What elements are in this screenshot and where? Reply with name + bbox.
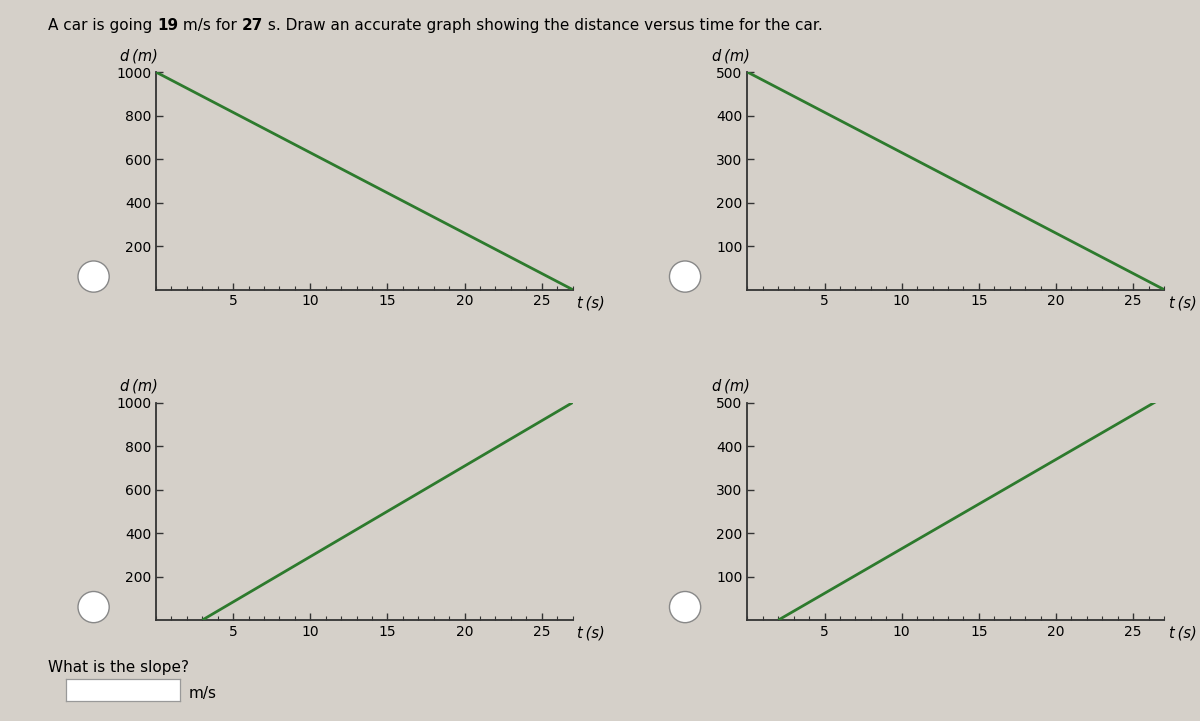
Text: t (s): t (s) [577, 295, 605, 310]
Text: 19: 19 [157, 18, 179, 33]
Text: d (m): d (m) [712, 48, 750, 63]
Text: A car is going: A car is going [48, 18, 157, 33]
Text: s. Draw an accurate graph showing the distance versus time for the car.: s. Draw an accurate graph showing the di… [263, 18, 823, 33]
Text: m/s: m/s [188, 686, 216, 701]
Text: d (m): d (m) [120, 379, 158, 394]
Text: d (m): d (m) [120, 48, 158, 63]
Text: t (s): t (s) [577, 626, 605, 640]
Text: 27: 27 [242, 18, 263, 33]
Text: d (m): d (m) [712, 379, 750, 394]
Text: What is the slope?: What is the slope? [48, 660, 190, 675]
Text: m/s for: m/s for [179, 18, 242, 33]
Text: t (s): t (s) [1169, 295, 1196, 310]
Text: t (s): t (s) [1169, 626, 1196, 640]
